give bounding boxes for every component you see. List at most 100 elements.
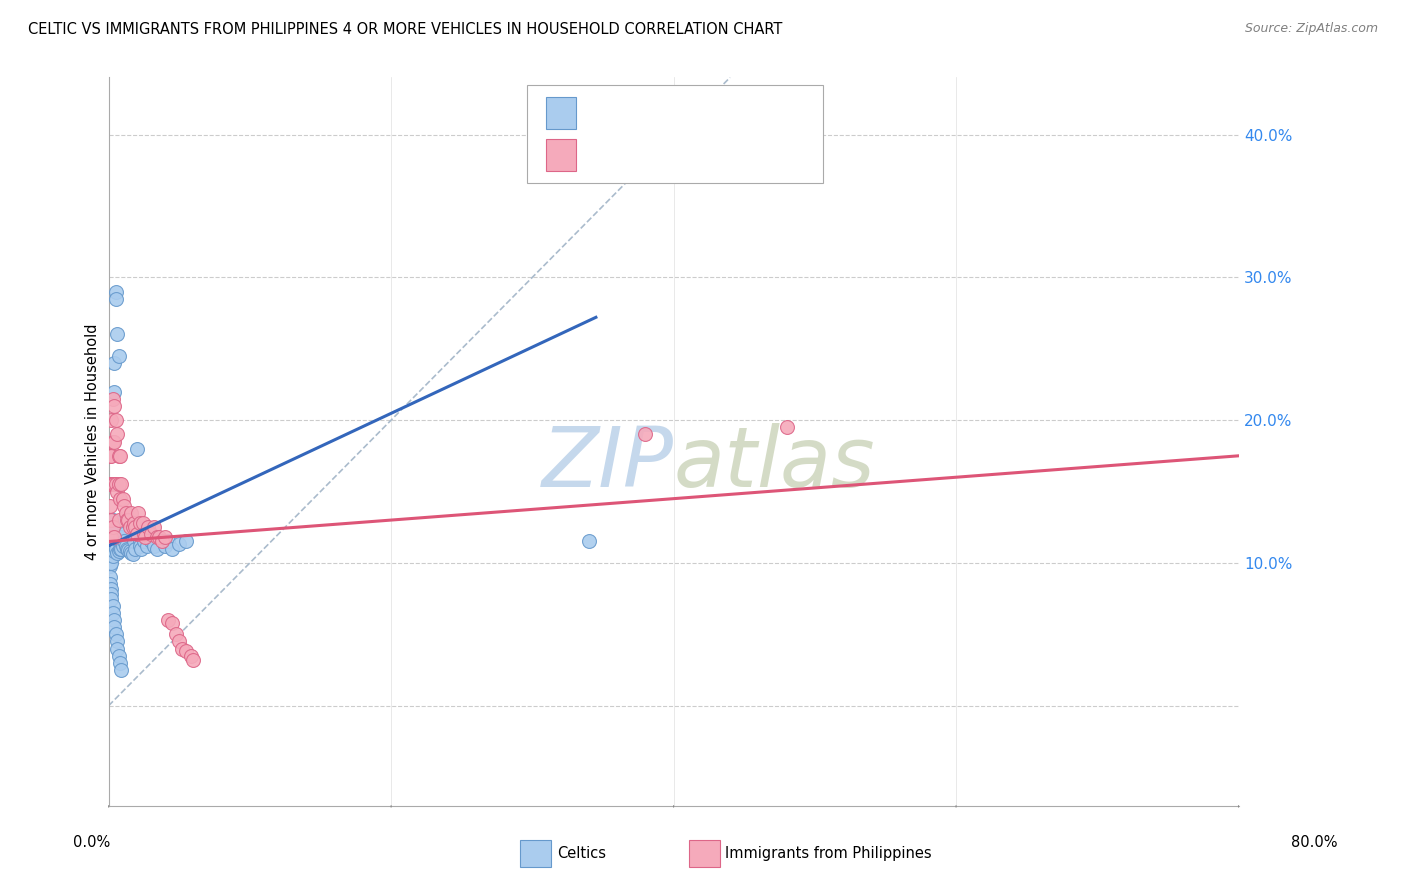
Point [142, 520, 165, 534]
Text: 0.0%: 0.0% [73, 836, 110, 850]
Text: Celtics: Celtics [557, 847, 606, 861]
Point [139, 527, 162, 541]
Point [170, 641, 193, 656]
Point [103, 534, 125, 549]
Point [156, 613, 179, 627]
Point [153, 539, 176, 553]
Point [103, 399, 125, 413]
Point [98, 534, 121, 549]
Point [121, 520, 143, 534]
Text: 80.0%: 80.0% [1291, 836, 1339, 850]
Point [105, 641, 128, 656]
Point [122, 534, 145, 549]
Point [101, 599, 124, 613]
Point [122, 516, 145, 530]
Point [132, 527, 155, 541]
Point [103, 530, 125, 544]
Point [131, 516, 153, 530]
Point [101, 541, 124, 556]
Point [150, 534, 173, 549]
Point [101, 392, 124, 406]
Point [125, 442, 148, 456]
Point [578, 534, 600, 549]
Point [183, 653, 205, 667]
Point [108, 530, 131, 544]
Point [105, 546, 128, 560]
Text: atlas: atlas [673, 423, 875, 504]
Point [118, 544, 141, 558]
Point [101, 606, 124, 620]
Point [142, 539, 165, 553]
Point [156, 534, 179, 549]
Point [98, 499, 121, 513]
Point [165, 627, 187, 641]
Point [121, 547, 143, 561]
Point [176, 644, 198, 658]
Point [135, 539, 157, 553]
Text: R = 0.296   N = 79: R = 0.296 N = 79 [588, 106, 752, 120]
Point [104, 292, 127, 306]
Point [101, 536, 124, 550]
Point [111, 491, 134, 506]
Point [160, 541, 183, 556]
Point [100, 582, 122, 596]
Point [120, 506, 142, 520]
Point [98, 577, 121, 591]
Point [103, 613, 125, 627]
Point [101, 520, 124, 534]
Point [110, 477, 132, 491]
Point [115, 513, 138, 527]
Point [104, 477, 127, 491]
Point [98, 551, 121, 566]
Point [108, 541, 131, 556]
Point [98, 449, 121, 463]
Point [100, 513, 122, 527]
Point [107, 648, 129, 663]
Point [100, 413, 122, 427]
Text: Immigrants from Philippines: Immigrants from Philippines [725, 847, 932, 861]
Point [105, 484, 128, 499]
Point [124, 520, 146, 534]
Point [103, 384, 125, 399]
Point [129, 541, 152, 556]
Point [128, 534, 150, 549]
Point [108, 491, 131, 506]
Point [127, 506, 149, 520]
Point [120, 546, 142, 560]
Point [98, 544, 121, 558]
Point [100, 591, 122, 606]
Point [110, 663, 132, 677]
Point [105, 427, 128, 442]
Point [103, 544, 125, 558]
Text: R =  0.142   N = 60: R = 0.142 N = 60 [588, 148, 758, 162]
Point [100, 524, 122, 539]
Point [107, 534, 129, 549]
Point [128, 539, 150, 553]
Point [136, 520, 159, 534]
Point [100, 477, 122, 491]
Point [108, 656, 131, 670]
Point [128, 516, 150, 530]
Point [104, 627, 127, 641]
Point [100, 541, 122, 556]
Point [167, 634, 190, 648]
Point [103, 434, 125, 449]
Point [101, 520, 124, 534]
Point [112, 534, 135, 549]
Point [117, 543, 139, 558]
Point [134, 530, 156, 544]
Point [98, 477, 121, 491]
Point [98, 540, 121, 554]
Point [100, 449, 122, 463]
Point [153, 530, 176, 544]
Point [101, 477, 124, 491]
Point [167, 537, 190, 551]
Point [107, 513, 129, 527]
Text: Source: ZipAtlas.com: Source: ZipAtlas.com [1244, 22, 1378, 36]
Point [104, 285, 127, 299]
Point [100, 516, 122, 530]
Point [180, 648, 202, 663]
Point [107, 449, 129, 463]
Point [112, 499, 135, 513]
Point [114, 506, 136, 520]
